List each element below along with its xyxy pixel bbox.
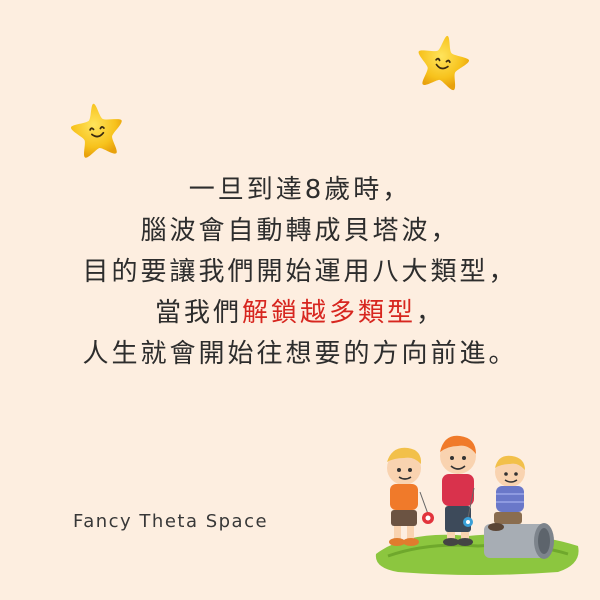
smiling-star-icon xyxy=(418,35,470,90)
message-line-4: 當我們解鎖越多類型， xyxy=(0,293,600,334)
highlighted-text: 解鎖越多類型 xyxy=(241,298,416,328)
message-line-4-before: 當我們 xyxy=(154,298,242,328)
children-illustration xyxy=(375,435,579,575)
message-line-3: 目的要讓我們開始運用八大類型， xyxy=(82,257,518,287)
message-line-2: 腦波會自動轉成貝塔波， xyxy=(140,216,460,246)
message-line-1: 一旦到達8歲時， xyxy=(188,175,412,205)
message-line-4-after: ， xyxy=(416,298,446,328)
smiling-star-icon xyxy=(70,103,122,158)
message-line-5: 人生就會開始往想要的方向前進。 xyxy=(82,339,518,369)
brand-name: Fancy Theta Space xyxy=(73,511,269,532)
message-text: 一旦到達8歲時， 腦波會自動轉成貝塔波， 目的要讓我們開始運用八大類型， 當我們… xyxy=(0,170,600,375)
